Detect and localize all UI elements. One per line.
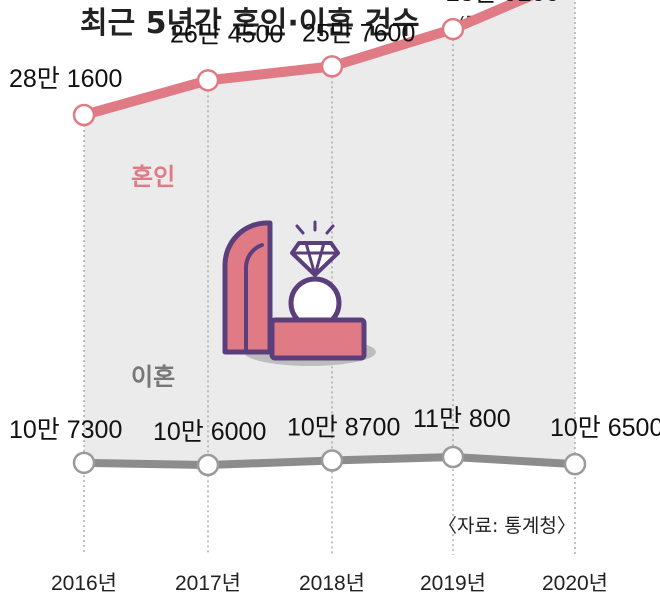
x-tick-label: 2016년: [51, 572, 117, 595]
data-point: [441, 445, 465, 469]
chart-title: 최근 5년간 혼인·이혼 건수: [80, 6, 420, 41]
data-point: [72, 103, 96, 127]
data-label: 11만 800: [413, 405, 511, 433]
data-point: [196, 69, 220, 92]
data-label: 10만 8700: [287, 414, 400, 442]
data-point: [563, 452, 587, 476]
grid-lines: [83, 0, 576, 555]
data-label: 10만 7300: [9, 416, 122, 444]
data-label: 10만 6000: [153, 418, 266, 446]
plot-area: [84, 0, 575, 465]
x-tick-label: 2020년: [542, 572, 608, 595]
ring-box-icon: [222, 220, 376, 366]
data-label: 26만 4500: [170, 20, 283, 48]
data-point: [320, 55, 344, 78]
data-label: 23만 9200: [446, 0, 559, 7]
x-tick-label: 2018년: [299, 572, 365, 595]
data-point: [72, 451, 96, 475]
data-label: 25만 7600: [302, 19, 415, 47]
x-tick-label: 2019년: [420, 572, 486, 595]
source-label: 〈자료: 통계청〉: [438, 515, 576, 537]
data-point: [196, 453, 220, 477]
series-name-label: 이혼: [131, 363, 175, 391]
data-point: [441, 17, 465, 41]
data-label: 10만 6500: [550, 414, 660, 442]
x-tick-label: 2017년: [175, 572, 241, 595]
data-label: 28만 1600: [9, 65, 122, 93]
data-point: [320, 449, 344, 472]
series-name-label: 혼인: [131, 163, 175, 191]
area-fill: [84, 0, 575, 465]
